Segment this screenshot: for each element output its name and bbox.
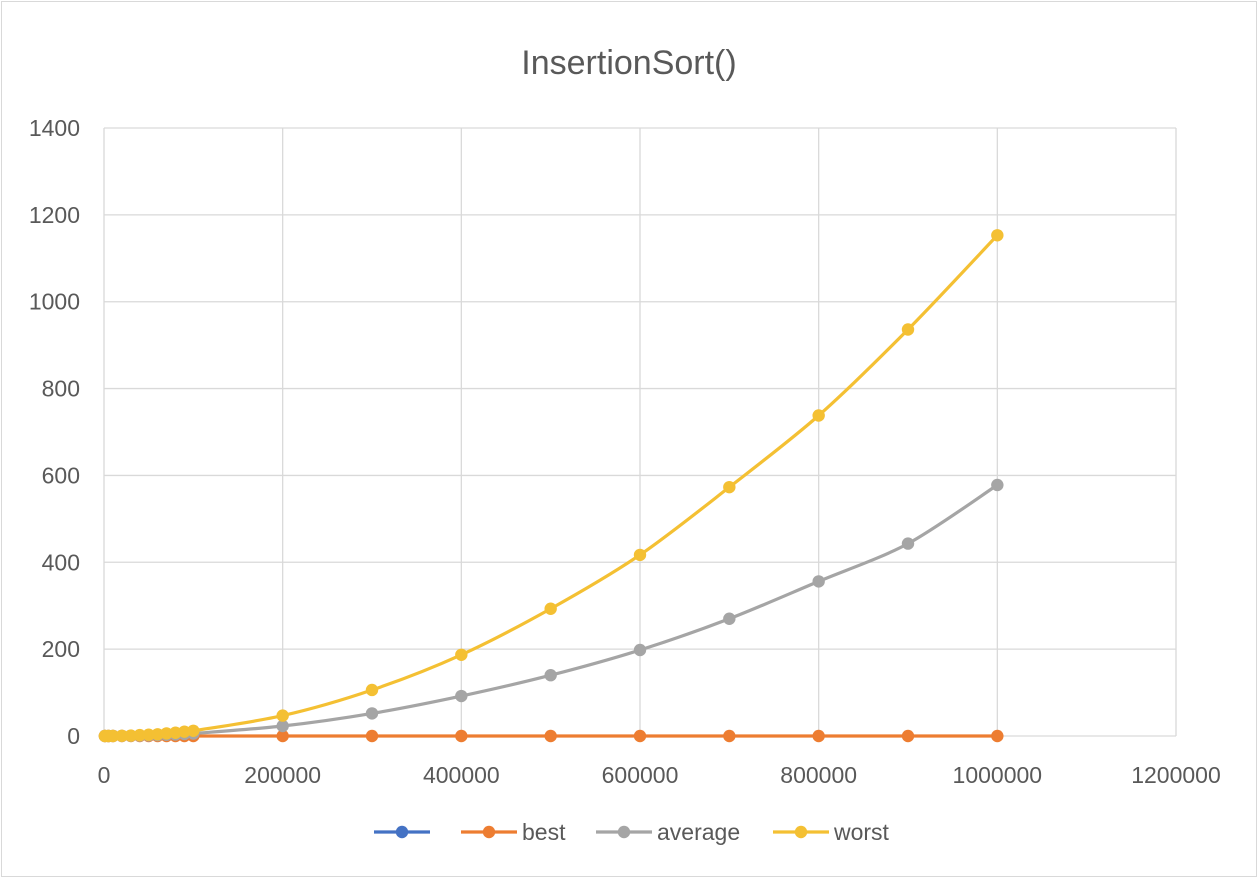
x-tick-label: 400000 — [423, 762, 500, 788]
data-point-worst — [991, 229, 1004, 242]
data-point-worst — [124, 729, 137, 742]
x-tick-label: 1000000 — [953, 762, 1043, 788]
x-tick-label: 1200000 — [1131, 762, 1221, 788]
data-point-average — [365, 707, 379, 720]
data-point-worst — [151, 728, 164, 741]
legend-marker — [794, 825, 808, 839]
data-point-best — [276, 729, 289, 743]
data-point-best — [544, 729, 557, 743]
data-point-average — [901, 537, 915, 550]
x-tick-label: 800000 — [780, 762, 857, 788]
data-point-average — [723, 612, 736, 625]
chart-title: InsertionSort() — [521, 44, 736, 82]
y-tick-label: 0 — [67, 723, 80, 749]
legend-label: best — [522, 819, 566, 845]
legend: best average worst — [374, 819, 890, 845]
data-point-worst — [901, 323, 915, 336]
legend-label: worst — [833, 819, 890, 845]
series-layer — [98, 229, 1004, 743]
data-point-worst — [187, 724, 200, 737]
legend-entry — [374, 825, 430, 839]
x-tick-label: 0 — [98, 762, 111, 788]
data-point-worst — [115, 729, 129, 742]
axes: 0 200 400 600 800 1000 1200 1400 0 200000 400000 60… — [29, 115, 1221, 788]
data-point-worst — [544, 602, 557, 615]
y-tick-label: 1400 — [29, 115, 80, 141]
data-point-best — [365, 729, 379, 743]
data-point-worst — [133, 728, 146, 742]
data-point-best — [812, 729, 825, 743]
data-point-average — [991, 478, 1004, 492]
data-point-best — [723, 729, 736, 743]
data-point-average — [812, 575, 825, 588]
data-point-average — [455, 689, 468, 703]
data-point-worst — [365, 683, 379, 697]
x-tick-label: 200000 — [244, 762, 321, 788]
data-point-worst — [723, 480, 736, 494]
x-tick-label: 600000 — [602, 762, 679, 788]
data-point-worst — [160, 727, 173, 740]
y-tick-label: 600 — [42, 462, 80, 488]
series-line-worst — [103, 233, 999, 738]
series-worst — [98, 229, 1004, 743]
data-point-worst — [812, 409, 825, 422]
data-point-worst — [142, 728, 155, 741]
legend-marker — [482, 825, 496, 839]
data-point-worst — [633, 548, 647, 562]
data-point-worst — [455, 648, 468, 661]
legend-entry: worst — [773, 819, 890, 845]
y-tick-label: 1000 — [29, 289, 80, 315]
data-point-average — [633, 643, 647, 657]
data-point-worst — [178, 725, 191, 738]
legend-marker — [395, 825, 409, 839]
data-point-worst — [106, 729, 120, 743]
legend-label: average — [657, 819, 740, 845]
y-tick-label: 400 — [42, 549, 80, 575]
data-point-best — [901, 729, 915, 743]
data-point-best — [991, 729, 1004, 743]
data-point-average — [544, 669, 557, 682]
legend-marker — [617, 825, 631, 839]
data-point-worst — [276, 709, 289, 722]
y-tick-label: 200 — [42, 636, 80, 662]
data-point-best — [455, 729, 468, 743]
legend-entry: average — [596, 819, 740, 845]
legend-entry: best — [461, 819, 566, 845]
y-tick-label: 1200 — [29, 202, 80, 228]
y-tick-label: 800 — [42, 376, 80, 402]
data-point-average — [276, 719, 289, 733]
data-point-best — [633, 729, 647, 743]
